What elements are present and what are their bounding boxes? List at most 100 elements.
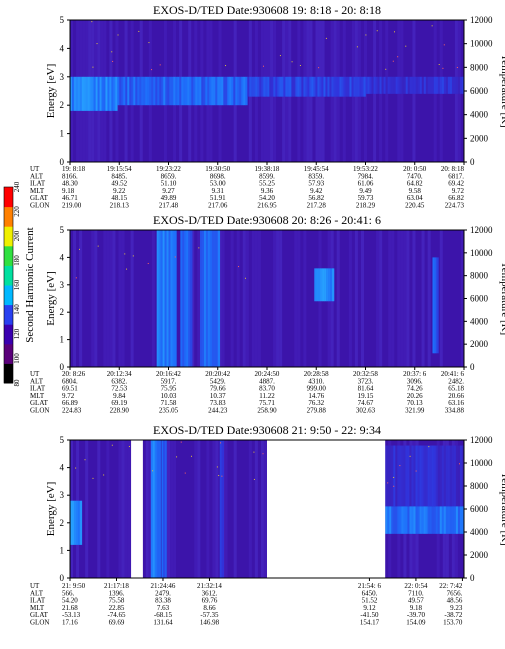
noise-column	[197, 440, 201, 578]
feature-band	[443, 506, 447, 534]
feature-band	[357, 76, 360, 97]
y2-tick-label: 0	[470, 573, 475, 583]
feature-band	[427, 445, 430, 507]
orbit-value: 19:23:22	[156, 165, 181, 173]
feature-band	[439, 76, 443, 94]
feature-band	[447, 76, 451, 94]
noise-column	[206, 440, 210, 578]
speckle	[148, 42, 150, 44]
y2-tick-label: 8000	[470, 62, 489, 72]
speckle	[112, 60, 114, 62]
orbit-value: 20:28:58	[304, 370, 329, 378]
feature-band	[81, 76, 85, 111]
y2-tick-label: 6000	[470, 86, 489, 96]
feature-band	[158, 230, 161, 367]
colorbar-tick: 180	[13, 255, 21, 266]
orbit-value: 49.57	[408, 597, 424, 605]
colorbar-segment	[4, 363, 13, 384]
feature-band	[415, 76, 419, 94]
orbit-value: 3723.	[358, 377, 374, 385]
feature-band	[373, 76, 376, 94]
feature-band	[389, 76, 392, 94]
colorbar-frame	[3, 186, 14, 384]
feature-band	[83, 76, 87, 111]
feature-band	[150, 440, 154, 578]
orbit-value: 19: 8:18	[62, 165, 86, 173]
colorbar-segment	[4, 206, 13, 227]
orbit-value: 20: 0:50	[403, 165, 427, 173]
feature-band	[97, 76, 100, 111]
orbit-value: 76.32	[308, 399, 324, 407]
feature-band	[385, 76, 388, 94]
panel-2-title: EXOS-D/TED Date:930608 20: 8:26 - 20:41:…	[153, 213, 381, 227]
orbit-value: 20.66	[448, 392, 464, 400]
speckle	[392, 60, 394, 62]
orbit-value: 224.73	[445, 202, 465, 210]
feature-band	[271, 76, 274, 97]
feature-band	[387, 76, 390, 94]
noise-column	[106, 440, 110, 578]
orbit-value: 59.73	[358, 194, 374, 202]
feature-band	[203, 76, 206, 106]
feature-band	[203, 230, 207, 367]
feature-band	[371, 76, 374, 94]
feature-band	[155, 76, 158, 106]
orbit-value: 22.85	[109, 604, 125, 612]
orbit-value: 20:16:42	[156, 370, 181, 378]
orbit-value: 20.26	[407, 392, 423, 400]
feature-band	[245, 76, 248, 106]
noise-column	[336, 230, 340, 367]
feature-band	[215, 230, 219, 367]
feature-band	[435, 445, 439, 507]
feature-band	[123, 76, 126, 106]
feature-band	[170, 230, 173, 367]
feature-band	[439, 445, 443, 507]
orbit-value: 46.71	[62, 194, 78, 202]
speckle	[393, 476, 395, 478]
orbit-value: -74.65	[107, 611, 126, 619]
feature-band	[139, 76, 142, 106]
feature-band	[436, 257, 439, 354]
y-tick-label: 2	[60, 518, 65, 528]
feature-band	[391, 76, 394, 94]
feature-band	[173, 76, 176, 106]
colorbar-segment	[4, 226, 13, 247]
colorbar-tick: 120	[13, 328, 21, 339]
orbit-value: 2479.	[155, 589, 171, 597]
noise-column	[91, 230, 95, 367]
noise-column	[273, 230, 277, 367]
feature-band	[237, 76, 240, 106]
orbit-value: 7984.	[358, 172, 374, 180]
orbit-value: 999.00	[307, 385, 327, 393]
feature-band	[325, 76, 328, 97]
feature-band	[423, 445, 426, 507]
feature-band	[401, 506, 404, 534]
feature-band	[219, 76, 222, 106]
orbit-value: 6804.	[62, 377, 78, 385]
orbit-value: 20: 8:18	[441, 165, 465, 173]
noise-column	[360, 230, 364, 367]
feature-band	[305, 76, 308, 97]
feature-band	[182, 230, 185, 367]
y2-tick-label: 8000	[470, 271, 489, 281]
orbit-row-label: UT	[30, 165, 40, 173]
orbit-value: 66.82	[448, 194, 464, 202]
feature-band	[411, 76, 415, 94]
speckle	[244, 277, 246, 279]
feature-band	[324, 268, 327, 302]
orbit-value: 54.20	[62, 597, 78, 605]
feature-band	[177, 76, 180, 106]
feature-band	[152, 440, 156, 578]
panel-1: EXOS-D/TED Date:930608 19: 8:18 - 20: 8:…	[30, 3, 505, 210]
orbit-value: 244.23	[208, 407, 228, 415]
orbit-value: 9.27	[162, 187, 175, 195]
feature-band	[164, 440, 167, 578]
speckle	[428, 446, 430, 448]
y2-axis-label: Temperature [K]	[499, 54, 505, 127]
speckle	[220, 442, 222, 444]
feature-band	[393, 445, 396, 507]
orbit-value: 83.70	[259, 385, 275, 393]
feature-band	[399, 445, 402, 507]
orbit-value: 63.04	[407, 194, 423, 202]
y2-tick-label: 2000	[470, 550, 489, 560]
